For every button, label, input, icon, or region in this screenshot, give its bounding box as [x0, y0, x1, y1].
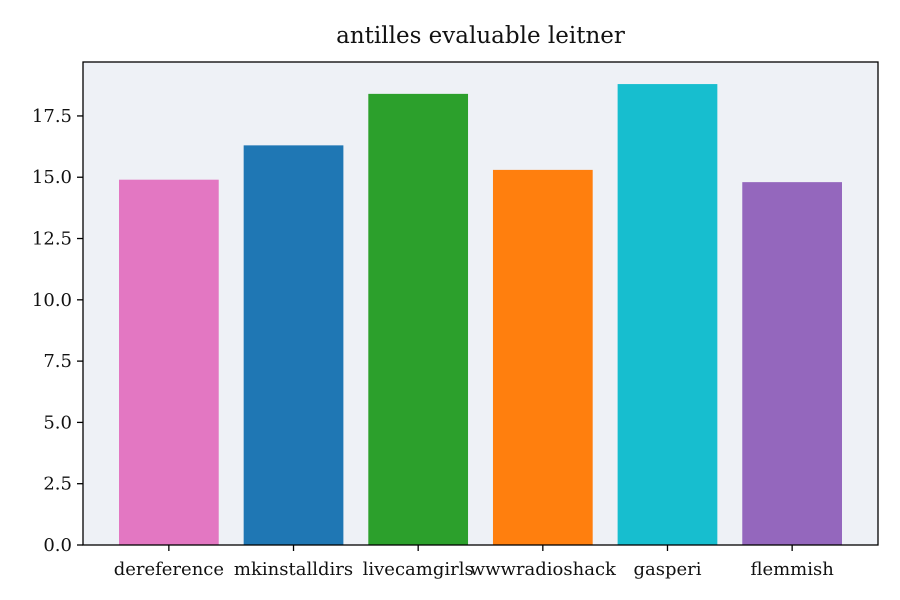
x-tick-label: livecamgirls: [363, 559, 474, 580]
y-axis-ticks: 0.0 2.5 5.0 7.5 10.0 12.5 15.0 17.5: [32, 106, 83, 556]
y-tick-label: 17.5: [32, 106, 72, 127]
bar-livecamgirls: [368, 93, 469, 546]
x-tick-label: flemmish: [750, 559, 834, 580]
bar-wwwradioshack: [492, 169, 593, 545]
bars-group: [119, 84, 842, 546]
y-tick-label: 2.5: [43, 474, 72, 495]
x-tick-label: gasperi: [633, 559, 701, 580]
bar-dereference: [119, 179, 219, 545]
plot-frame: [82, 61, 879, 546]
x-axis-ticks: dereference mkinstalldirs livecamgirlswwwr…: [114, 545, 834, 580]
y-tick-label: 0.0: [43, 535, 72, 556]
x-tick-label: dereference: [114, 559, 224, 580]
y-tick-label: 12.5: [32, 229, 72, 250]
chart-title: antilles evaluable leitner: [336, 23, 625, 49]
y-tick-label: 10.0: [32, 290, 72, 311]
x-tick-label: wwwradioshack: [470, 559, 617, 580]
y-tick-label: 15.0: [32, 167, 72, 188]
bar-mkinstalldirs: [243, 145, 344, 546]
x-tick-label: mkinstalldirs: [234, 559, 353, 580]
bar-gasperi: [617, 84, 718, 545]
y-tick-label: 7.5: [43, 351, 72, 372]
y-tick-label: 5.0: [43, 412, 72, 433]
bar-flemmish: [742, 182, 842, 545]
